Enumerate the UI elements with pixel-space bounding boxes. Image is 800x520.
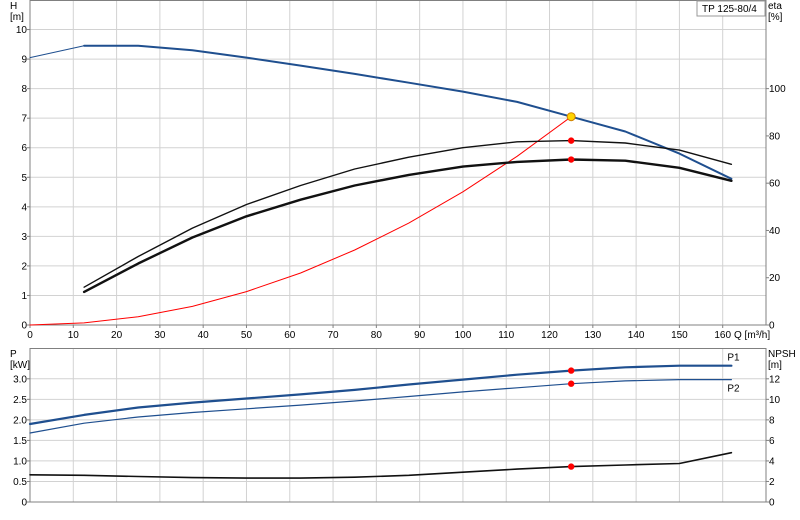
operating-point-marker — [567, 463, 575, 470]
y-tick-label: 2.5 — [13, 395, 27, 406]
y-tick-label: 2 — [21, 261, 27, 272]
series-line-npsh — [29, 451, 733, 479]
y-tick-label: 7 — [21, 114, 27, 125]
x-tick-label: 120 — [541, 330, 558, 341]
y-tick-label: 1.0 — [13, 456, 27, 467]
x-tick-label: 100 — [455, 330, 472, 341]
y2-tick-label: 0 — [769, 321, 775, 332]
y2-axis-title-line: [m] — [768, 360, 782, 371]
x-tick-label: 60 — [284, 330, 296, 341]
y2-tick-label: 80 — [769, 131, 781, 142]
operating-point-marker — [567, 380, 575, 387]
y-tick-label: 3 — [21, 232, 27, 243]
x-tick-label: 150 — [671, 330, 688, 341]
x-tick-label: 30 — [154, 330, 166, 341]
power-npsh-panel: 0 0.5 1.0 1.5 2.0 2.5 3.0 0 2 4 6 8 10 12 P [kW] NPSH [m]… — [10, 348, 796, 509]
series-line-h-extension — [29, 45, 85, 59]
plot-frame — [29, 0, 767, 326]
y2-tick-label: 4 — [769, 456, 775, 467]
y-axis-title: H [m] — [10, 1, 24, 23]
y2-tick-label: 12 — [769, 374, 781, 385]
y-axis-title-line: H — [10, 1, 17, 12]
x-tick-label: 160 — [714, 330, 731, 341]
series-label: P1 — [727, 353, 740, 364]
y2-axis-title: eta [%] — [768, 1, 783, 23]
y-tick-label: 2.0 — [13, 415, 27, 426]
y2-axis-title-line: eta — [768, 1, 782, 12]
series-line-eta-upper — [83, 139, 733, 288]
y-tick-label: 0.5 — [13, 477, 27, 488]
y2-tick-label: 10 — [769, 395, 781, 406]
x-tick-label: 140 — [628, 330, 645, 341]
y2-tick-label: 8 — [769, 415, 775, 426]
y2-tick-label: 20 — [769, 273, 781, 284]
x-tick-label: 50 — [241, 330, 253, 341]
y2-tick-label: 100 — [769, 84, 786, 95]
y-tick-label: 5 — [21, 173, 27, 184]
y-tick-label: 0 — [21, 321, 27, 332]
y2-tick-label: 40 — [769, 226, 781, 237]
series-line-p1 — [28, 364, 733, 426]
x-tick-label: 70 — [327, 330, 339, 341]
x-tick-label: 110 — [498, 330, 514, 341]
y-tick-label: 1 — [21, 291, 27, 302]
y-tick-label: 6 — [21, 143, 27, 154]
y2-tick-label: 6 — [769, 436, 775, 447]
y-axis-title-line: [kW] — [10, 360, 30, 371]
pump-label: TP 125-80/4 — [702, 4, 757, 15]
y-axis-title-line: [m] — [10, 12, 24, 23]
y-tick-label: 10 — [16, 25, 28, 36]
plot-frame — [29, 348, 767, 503]
x-tick-label: 80 — [371, 330, 383, 341]
series-line-system-curve — [29, 116, 572, 326]
y-tick-label: 0 — [21, 498, 27, 509]
operating-point-marker — [567, 156, 575, 163]
series-label: P2 — [727, 384, 740, 395]
y2-tick-label: 0 — [769, 498, 775, 509]
x-tick-label: 10 — [68, 330, 80, 341]
y-axis-title: P [kW] — [10, 349, 30, 371]
x-tick-label: 0 — [27, 330, 33, 341]
y2-tick-label: 2 — [769, 477, 775, 488]
x-tick-label: 130 — [584, 330, 601, 341]
duty-point-marker — [566, 112, 576, 122]
y-tick-label: 3.0 — [13, 374, 27, 385]
y-tick-label: 1.5 — [13, 436, 27, 447]
operating-point-marker — [567, 367, 575, 374]
y2-tick-label: 60 — [769, 179, 781, 190]
y-axis-title-line: P — [10, 349, 17, 360]
y2-axis-title-line: [%] — [768, 12, 783, 23]
x-axis-title: Q [m³/h] — [734, 330, 770, 341]
pump-label-box — [696, 0, 766, 17]
x-tick-label: 20 — [111, 330, 123, 341]
series-line-p2 — [29, 379, 733, 434]
x-tick-label: 90 — [414, 330, 426, 341]
y-tick-label: 8 — [21, 84, 27, 95]
y2-axis-title: NPSH [m] — [768, 349, 796, 371]
operating-point-marker — [567, 137, 575, 144]
series-line-eta-lower — [82, 158, 733, 294]
series-line-h — [83, 44, 733, 180]
x-tick-label: 40 — [198, 330, 210, 341]
pump-label-badge: TP 125-80/4 — [696, 0, 766, 17]
y-tick-label: 9 — [21, 55, 27, 66]
y-tick-label: 4 — [21, 202, 27, 213]
y2-axis-title-line: NPSH — [768, 349, 796, 360]
